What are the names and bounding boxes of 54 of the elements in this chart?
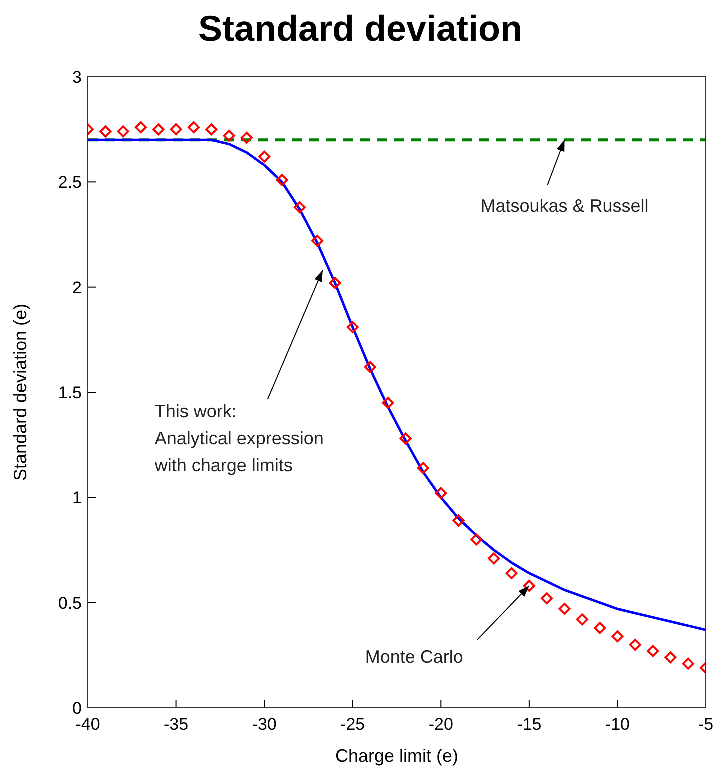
point xyxy=(346,321,359,334)
y-tick-label: 2 xyxy=(72,278,82,298)
point xyxy=(240,132,253,144)
point xyxy=(470,534,482,546)
chart-title: Standard deviation xyxy=(197,8,524,50)
point xyxy=(594,622,606,634)
point xyxy=(612,630,624,642)
y-axis-title: Standard deviation (e) xyxy=(10,304,30,482)
point xyxy=(223,130,236,142)
point xyxy=(558,603,571,616)
line-series xyxy=(88,138,706,632)
point xyxy=(294,201,306,214)
y-tick-label: 3 xyxy=(72,68,82,88)
y-tick-label: 2.5 xyxy=(58,173,82,192)
point xyxy=(188,121,200,134)
point xyxy=(576,614,588,626)
point xyxy=(134,121,147,134)
x-tick-label: -30 xyxy=(252,715,277,734)
point xyxy=(435,487,448,500)
annotation: This work: Analytical expression with charge limits xyxy=(154,402,324,476)
point xyxy=(541,592,554,605)
point xyxy=(452,514,465,527)
x-tick-label: -10 xyxy=(605,715,630,734)
x-tick-label: -35 xyxy=(164,715,189,734)
point xyxy=(276,174,288,186)
point xyxy=(152,124,165,136)
point xyxy=(664,652,677,664)
point xyxy=(100,126,112,138)
point xyxy=(258,150,271,163)
point xyxy=(647,645,660,658)
point xyxy=(400,432,412,445)
point xyxy=(417,462,430,474)
point xyxy=(329,277,342,290)
x-tick-label: -5 xyxy=(698,715,714,734)
point xyxy=(117,126,130,138)
point xyxy=(170,124,182,136)
y-tick-label: 1 xyxy=(72,488,82,508)
point xyxy=(629,638,642,651)
point xyxy=(364,361,377,374)
point xyxy=(488,552,500,565)
point xyxy=(312,235,324,248)
x-axis-title: Charge limit (e) xyxy=(335,746,459,766)
point xyxy=(206,124,218,136)
point xyxy=(523,580,536,592)
point xyxy=(682,658,694,670)
point xyxy=(506,567,518,580)
x-tick-label: -15 xyxy=(517,715,542,734)
x-tick-label: -20 xyxy=(428,715,454,734)
annotation: Matsoukas & Russell xyxy=(480,196,649,216)
annotation: Monte Carlo xyxy=(365,647,464,668)
x-tick-label: -25 xyxy=(340,715,366,734)
y-tick-label: 0.5 xyxy=(58,594,82,613)
y-tick-label: 1.5 xyxy=(58,384,82,403)
point xyxy=(382,397,394,410)
